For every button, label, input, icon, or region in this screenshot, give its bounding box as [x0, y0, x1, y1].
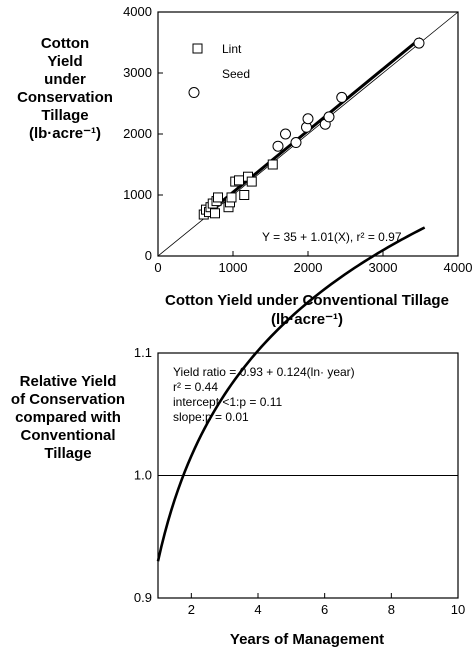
y-tick-label: 2000	[123, 126, 152, 141]
legend-lint-marker	[192, 43, 203, 54]
lint-point	[210, 208, 220, 219]
seed-point	[188, 87, 200, 99]
x-tick-label: 2000	[294, 260, 323, 275]
lint-point	[239, 190, 250, 200]
seed-point	[336, 91, 348, 103]
x-axis-label-line: (lb·acre⁻¹)	[271, 311, 343, 328]
seed-point	[280, 128, 291, 140]
curve-annotation-line: intercept <1:p = 0.11	[173, 395, 283, 409]
curve-annotation-line: slope:p = 0.01	[173, 410, 249, 424]
y-tick-label: 1000	[123, 187, 152, 202]
y-axis-label-line: Tillage	[44, 445, 91, 462]
x-tick-label: 8	[388, 602, 395, 617]
seed-point	[323, 111, 335, 123]
y-axis-label-line: (lb·acre⁻¹)	[29, 125, 101, 142]
x-tick-label: 4	[254, 602, 261, 617]
x-tick-label: 10	[451, 602, 465, 617]
x-tick-label: 0	[154, 260, 161, 275]
legend-seed-label: Seed	[222, 67, 250, 81]
y-axis-label-line: Conventional	[20, 427, 115, 444]
lint-point	[246, 176, 257, 187]
y-tick-label: 4000	[123, 4, 152, 19]
y-axis-label-line: Cotton	[41, 35, 89, 52]
y-axis-label-line: under	[44, 71, 86, 88]
x-tick-label: 2	[188, 602, 195, 617]
lint-point	[234, 175, 244, 186]
seed-point	[413, 37, 425, 49]
y-axis-label-line: Relative Yield	[20, 373, 117, 390]
y-tick-label: 0.9	[134, 590, 152, 605]
y-tick-label: 0	[145, 248, 152, 263]
lint-point	[226, 192, 237, 203]
curve-annotation-line: Yield ratio = 0.93 + 0.124(ln· year)	[173, 365, 355, 379]
y-axis-label-line: Conservation	[17, 89, 113, 106]
seed-point	[272, 140, 284, 152]
regression-equation: Y = 35 + 1.01(X), r² = 0.97	[262, 230, 402, 244]
y-axis-label-line: Yield	[47, 53, 82, 70]
x-axis-label-line: Cotton Yield under Conventional Tillage	[165, 292, 449, 309]
curve-annotation-line: r² = 0.44	[173, 380, 218, 394]
y-tick-label: 3000	[123, 65, 152, 80]
lint-point	[267, 159, 278, 170]
x-tick-label: 3000	[369, 260, 398, 275]
x-tick-label: 6	[321, 602, 328, 617]
legend-lint-label: Lint	[222, 42, 242, 56]
y-axis-label-line: of Conservation	[11, 391, 125, 408]
seed-point	[302, 113, 314, 125]
lint-point	[213, 192, 223, 203]
y-axis-label-line: Tillage	[41, 107, 88, 124]
y-tick-label: 1.1	[134, 345, 152, 360]
x-axis-label: Years of Management	[230, 631, 384, 648]
seed-point	[290, 137, 302, 149]
fitted-curve	[156, 226, 426, 562]
x-tick-label: 4000	[444, 260, 473, 275]
y-axis-label-line: compared with	[15, 409, 121, 426]
y-tick-label: 1.0	[134, 468, 152, 483]
x-tick-label: 1000	[219, 260, 248, 275]
